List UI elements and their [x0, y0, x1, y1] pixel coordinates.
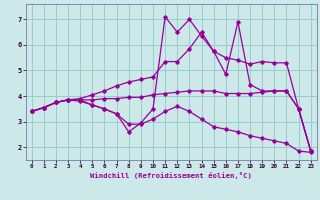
X-axis label: Windchill (Refroidissement éolien,°C): Windchill (Refroidissement éolien,°C)	[90, 172, 252, 179]
